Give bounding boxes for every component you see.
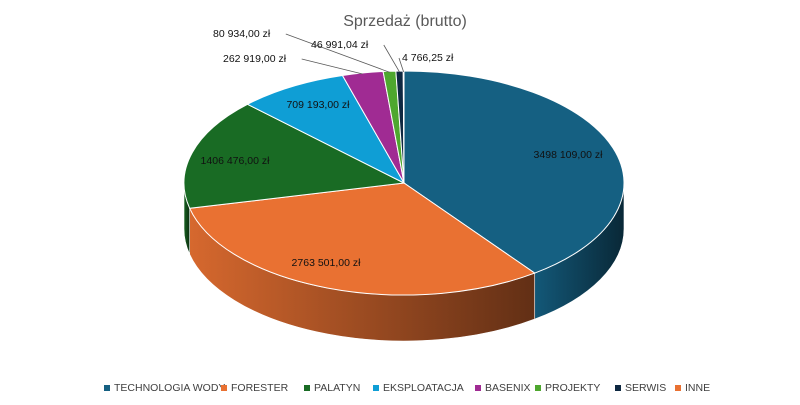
legend-label: BASENIX [485,382,531,394]
data-label: 262 919,00 zł [223,53,287,65]
slice-forester [188,182,536,296]
legend-label: TECHNOLOGIA WODY [114,382,225,394]
pie-slices [183,70,625,296]
legend-item: FORESTER [221,382,289,394]
legend-label: SERWIS [625,382,666,394]
leader-lines [285,33,405,75]
data-label: 709 193,00 zł [286,99,350,111]
chart-title: Sprzedaż (brutto) [343,13,467,30]
legend-swatch [615,385,621,391]
legend-swatch [304,385,310,391]
slice-eksploatacja [246,74,406,185]
data-label: 2763 501,00 zł [292,257,362,269]
data-label: 80 934,00 zł [213,28,271,40]
slice-palatyn [183,103,406,209]
legend-swatch [373,385,379,391]
data-label: 3498 109,00 zł [534,149,604,161]
legend-label: EKSPLOATACJA [383,382,464,394]
legend-item: EKSPLOATACJA [373,382,464,394]
legend-label: PALATYN [314,382,360,394]
legend-item: PROJEKTY [535,382,600,394]
legend-label: FORESTER [231,382,289,394]
legend-label: INNE [685,382,710,394]
legend-swatch [104,385,110,391]
legend: TECHNOLOGIA WODY FORESTER PALATYN EKSPLOATA… [104,382,710,394]
legend-item: TECHNOLOGIA WODY [104,382,225,394]
legend-item: PALATYN [304,382,360,394]
leader-line [398,57,405,73]
legend-item: BASENIX [475,382,531,394]
legend-swatch [221,385,227,391]
legend-item: INNE [675,382,710,394]
leader-line [383,44,400,73]
legend-swatch [675,385,681,391]
data-label: 4 766,25 zł [402,52,454,64]
data-labels: 3498 109,00 zł 2763 501,00 zł 1406 476,00 … [201,28,604,269]
legend-swatch [475,385,481,391]
legend-item: SERWIS [615,382,666,394]
legend-swatch [535,385,541,391]
legend-label: PROJEKTY [545,382,600,394]
leader-line [301,58,363,75]
data-label: 46 991,04 zł [311,39,369,51]
data-label: 1406 476,00 zł [201,155,271,167]
slice-technologia-wody [403,70,625,274]
leader-line [285,33,390,73]
